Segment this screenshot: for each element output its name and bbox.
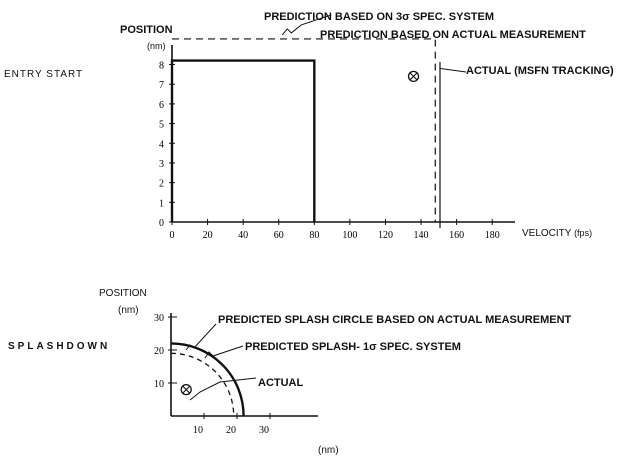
top-x-tick-label: 160 [449, 230, 464, 241]
bottom-y-tick-label: 10 [154, 379, 164, 390]
top-ylabel: POSITION [120, 24, 173, 36]
top-xunit: (fps) [574, 228, 593, 238]
top-y-tick-label: 5 [159, 120, 164, 131]
top-x-tick-label: 20 [203, 230, 213, 241]
top-x-tick-label: 120 [378, 230, 393, 241]
top-x-tick-label: 180 [485, 230, 500, 241]
top-leader-3sigma [281, 14, 332, 36]
top-x-tick-label: 80 [309, 230, 319, 241]
bottom-leader-actual [189, 377, 257, 401]
top-x-tick-label: 40 [238, 230, 248, 241]
top-leader-actual [439, 67, 467, 73]
bottom-leader-circle-actual [185, 323, 217, 351]
bottom-x-tick-label: 10 [193, 425, 203, 436]
top-actual-point [407, 70, 420, 83]
top-y-tick-label: 6 [159, 100, 164, 111]
top-y-tick-label: 0 [159, 218, 164, 229]
bottom-annotation-circle-actual: PREDICTED SPLASH CIRCLE BASED ON ACTUAL … [218, 314, 572, 326]
top-x-tick-label: 100 [342, 230, 357, 241]
bottom-side-label: SPLASHDOWN [8, 341, 111, 352]
top-annotation-actual-meas: PREDICTION BASED ON ACTUAL MEASUREMENT [320, 29, 586, 41]
top-y-tick-label: 4 [159, 139, 164, 150]
top-annotation-3sigma: PREDICTION BASED ON 3σ SPEC. SYSTEM [264, 11, 495, 23]
bottom-y-tick-label: 20 [154, 346, 164, 357]
bottom-actual-point [180, 383, 192, 396]
top-xlabel: VELOCITY (fps) [522, 229, 592, 239]
top-y-tick-label: 1 [159, 198, 164, 209]
bottom-xunit: (nm) [318, 445, 339, 456]
top-y-tick-label: 8 [159, 61, 164, 72]
top-annotation-actual: ACTUAL (MSFN TRACKING) [466, 65, 614, 77]
bottom-annotation-circle-spec: PREDICTED SPLASH- 1σ SPEC. SYSTEM [245, 341, 461, 353]
top-x-tick-label: 0 [170, 230, 175, 241]
bottom-x-tick-label: 30 [259, 425, 269, 436]
top-y-tick-label: 2 [159, 179, 164, 190]
top-y-tick-label: 7 [159, 80, 164, 91]
top-series-3sigma-box [170, 59, 316, 222]
bottom-leader-circle-spec [204, 345, 244, 359]
top-side-label: ENTRY START [4, 69, 84, 80]
bottom-x-tick-label: 20 [226, 425, 236, 436]
top-xlabel-text: VELOCITY [522, 228, 572, 239]
bottom-annotation-actual: ACTUAL [258, 377, 304, 389]
top-series-actual-meas-box [172, 38, 436, 222]
top-y-tick-label: 3 [159, 159, 164, 170]
top-yunit: (nm) [147, 41, 166, 51]
top-x-tick-label: 140 [414, 230, 429, 241]
bottom-y-tick-label: 30 [154, 313, 164, 324]
top-x-tick-label: 60 [274, 230, 284, 241]
bottom-circle-actual-meas [170, 342, 245, 417]
bottom-ylabel: POSITION [99, 288, 147, 299]
bottom-circle-1sigma [170, 352, 235, 417]
bottom-yunit: (nm) [118, 305, 139, 316]
